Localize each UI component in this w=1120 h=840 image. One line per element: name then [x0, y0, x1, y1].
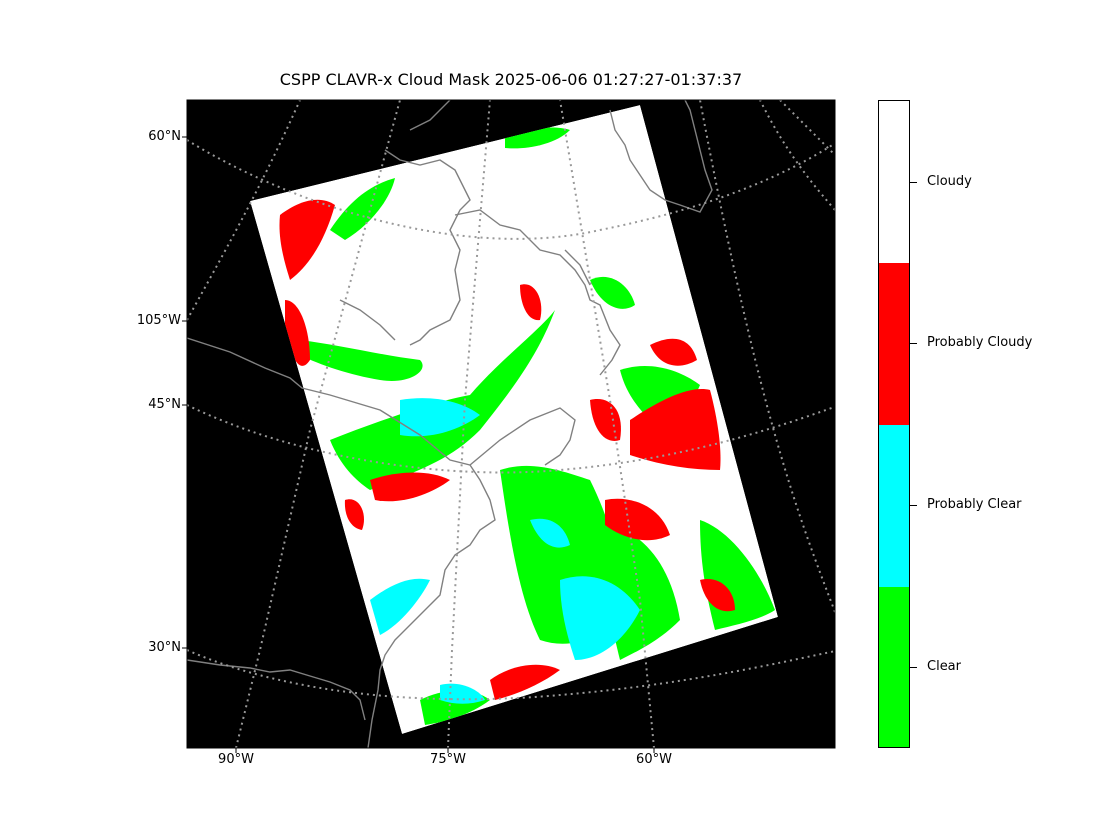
probably-clear-region — [370, 578, 430, 635]
lon-label-105w: 105°W — [136, 313, 181, 328]
probably-cloudy-region — [700, 579, 735, 612]
probably-cloudy-region — [279, 199, 335, 280]
colorbar-label-cloudy: Cloudy — [927, 174, 972, 189]
colorbar-label-probably-cloudy: Probably Cloudy — [927, 335, 1033, 350]
colorbar-probably-clear-segment — [879, 425, 909, 587]
colorbar-clear-segment — [879, 587, 909, 747]
probably-cloudy-region — [370, 472, 450, 502]
probably-clear-region — [530, 518, 570, 548]
colorbar-label-clear: Clear — [927, 659, 961, 674]
colorbar-probably-cloudy-segment — [879, 263, 909, 425]
colorbar-cloudy-segment — [879, 101, 909, 263]
probably-cloudy-region — [650, 338, 697, 366]
colorbar-tick — [910, 343, 917, 344]
map-frame — [186, 99, 836, 749]
colorbar-label-probably-clear: Probably Clear — [927, 497, 1022, 512]
colorbar-tick — [910, 667, 917, 668]
colorbar-tick — [910, 505, 917, 506]
lon-label-60w: 60°W — [636, 752, 672, 767]
lon-label-75w: 75°W — [430, 752, 466, 767]
clear-region — [300, 340, 423, 381]
probably-cloudy-region — [344, 499, 365, 530]
probably-cloudy-region — [520, 284, 542, 321]
colorbar — [878, 100, 910, 748]
probably-cloudy-region — [605, 498, 670, 541]
probably-clear-region — [560, 576, 640, 660]
probably-cloudy-region — [490, 664, 560, 700]
probably-clear-region — [400, 398, 480, 437]
lat-label-30n: 30°N — [148, 640, 181, 655]
clear-region — [590, 276, 635, 309]
probably-cloudy-region — [630, 389, 721, 470]
coastlines — [187, 100, 713, 748]
satellite-swath — [250, 105, 778, 734]
lat-label-45n: 45°N — [148, 397, 181, 412]
clear-region — [330, 310, 555, 490]
graticule — [187, 100, 835, 748]
lat-label-60n: 60°N — [148, 129, 181, 144]
lon-label-90w: 90°W — [218, 752, 254, 767]
colorbar-tick — [910, 182, 917, 183]
map-title: CSPP CLAVR-x Cloud Mask 2025-06-06 01:27… — [279, 70, 743, 89]
probably-cloudy-region — [590, 399, 621, 441]
clear-region — [330, 178, 395, 240]
